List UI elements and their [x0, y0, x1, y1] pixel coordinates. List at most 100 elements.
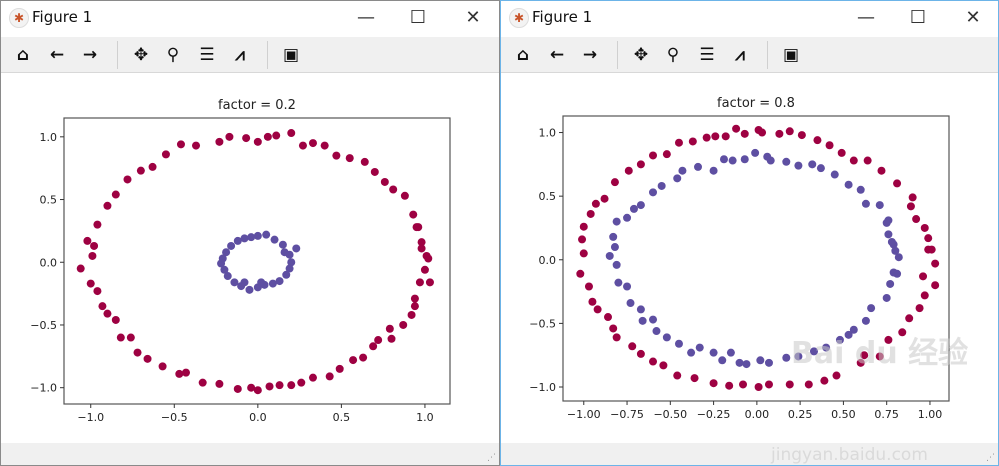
outer-circle-point [609, 324, 618, 333]
inner-circle-point [694, 162, 703, 171]
outer-circle-point [422, 251, 431, 260]
zoom-icon[interactable]: ⚲ [666, 45, 680, 65]
chart-title: factor = 0.8 [717, 96, 795, 111]
outer-circle-point [225, 132, 234, 141]
outer-circle-point [920, 223, 929, 232]
outer-circle-point [126, 333, 135, 342]
x-tick-label: 1.00 [918, 408, 943, 421]
outer-circle-point [215, 379, 224, 388]
configure-subplots-icon[interactable]: ☰ [699, 45, 715, 65]
forward-icon[interactable]: → [82, 45, 98, 65]
close-button[interactable]: ✕ [965, 7, 981, 28]
outer-circle-point [593, 305, 602, 314]
outer-circle-point [893, 179, 902, 188]
back-icon[interactable]: ← [549, 45, 565, 65]
outer-circle-point [924, 245, 933, 254]
navigation-toolbar: ⌂ ← → ✥ ⚲ ☰ ⩘ ▣ [1, 37, 499, 73]
x-tick-label: −0.50 [653, 408, 687, 421]
outer-circle-point [287, 381, 296, 390]
outer-circle-point [360, 157, 369, 166]
resize-grip-icon[interactable]: ⋰ [986, 453, 995, 463]
matplotlib-app-icon: ✱ [9, 8, 29, 28]
inner-circle-point [638, 316, 647, 325]
outer-circle-point [93, 287, 102, 296]
forward-icon[interactable]: → [582, 45, 598, 65]
pan-icon[interactable]: ✥ [633, 45, 649, 65]
inner-circle-point [709, 166, 718, 175]
outer-circle-point [591, 199, 600, 208]
chart-title: factor = 0.2 [218, 98, 296, 113]
outer-circle-point [320, 141, 329, 150]
inner-circle-point [719, 155, 728, 164]
inner-circle-point [856, 185, 865, 194]
inner-circle-point [861, 316, 870, 325]
outer-circle-point [579, 249, 588, 258]
outer-circle-point [908, 193, 917, 202]
inner-circle-point [609, 232, 618, 241]
inner-circle-point [247, 233, 256, 242]
minimize-button[interactable]: — [857, 7, 875, 28]
inner-circle-point [662, 333, 671, 342]
x-tick-label: −1.0 [77, 411, 104, 424]
save-icon[interactable]: ▣ [282, 45, 300, 65]
figure-canvas[interactable]: factor = 0.2 −1.0 −0.5 0.0 0.5 1.0 −1.0 −0.5 0.0… [1, 73, 499, 444]
outer-circle-point [143, 354, 152, 363]
inner-circle-point [282, 270, 291, 279]
close-button[interactable]: ✕ [465, 7, 481, 28]
outer-circle-point [374, 336, 383, 345]
resize-grip-icon[interactable]: ⋰ [487, 453, 496, 463]
x-tick-label: 1.0 [416, 411, 434, 424]
save-icon[interactable]: ▣ [782, 45, 800, 65]
home-icon[interactable]: ⌂ [516, 45, 530, 65]
inner-circle-point [809, 347, 818, 356]
inner-circle-point [605, 251, 614, 260]
outer-circle-point [604, 313, 613, 322]
outer-circle-point [578, 235, 587, 244]
inner-circle-point [610, 243, 619, 252]
x-tick-label: 0.50 [831, 408, 856, 421]
figure-canvas[interactable]: factor = 0.8 −1.00 −0.75 −0.50 −0.25 0.00 0.25… [501, 73, 998, 444]
configure-subplots-icon[interactable]: ☰ [199, 45, 215, 65]
outer-circle-point [417, 238, 426, 247]
outer-circle-point [335, 364, 344, 373]
outer-circle-point [860, 351, 869, 360]
inner-circle-point [861, 199, 870, 208]
minimize-button[interactable]: — [357, 7, 375, 28]
outer-circle-point [215, 137, 224, 146]
outer-circle-point [116, 333, 125, 342]
outer-circle-point [764, 380, 773, 389]
figure-window-2: ✱ Figure 1 — ☐ ✕ ⌂ ← → ✥ ⚲ ☰ ⩘ ▣ factor = 0.8 −1… [500, 0, 999, 466]
outer-circle-point [192, 141, 201, 150]
inner-circle-point [233, 236, 242, 245]
inner-circle-point [652, 327, 661, 336]
maximize-button[interactable]: ☐ [909, 7, 927, 28]
pan-icon[interactable]: ✥ [133, 45, 149, 65]
inner-circle-point [636, 201, 645, 210]
edit-axis-icon[interactable]: ⩘ [235, 45, 245, 65]
outer-circle-point [136, 166, 145, 175]
outer-circle-point [931, 259, 940, 268]
zoom-icon[interactable]: ⚲ [166, 45, 180, 65]
outer-circle-point [721, 132, 730, 141]
home-icon[interactable]: ⌂ [16, 45, 30, 65]
inner-circle-point [884, 216, 893, 225]
y-tick-label: 0.5 [40, 194, 58, 207]
outer-circle-point [906, 202, 915, 211]
outer-circle-point [417, 244, 426, 253]
edit-axis-icon[interactable]: ⩘ [735, 45, 745, 65]
x-tick-label: 0.5 [333, 411, 351, 424]
outer-circle-point [688, 137, 697, 146]
inner-circle-point [673, 174, 682, 183]
outer-circle-point [875, 352, 884, 361]
outer-circle-point [98, 302, 107, 311]
outer-circle-point [359, 353, 368, 362]
outer-circle-point [400, 191, 409, 200]
back-icon[interactable]: ← [49, 45, 65, 65]
inner-circle-point [709, 348, 718, 357]
inner-circle-point [649, 188, 658, 197]
toolbar-separator [767, 41, 768, 69]
outer-circle-point [884, 335, 893, 344]
outer-circle-point [332, 151, 341, 160]
outer-circle-point [420, 265, 429, 274]
maximize-button[interactable]: ☐ [409, 7, 427, 28]
